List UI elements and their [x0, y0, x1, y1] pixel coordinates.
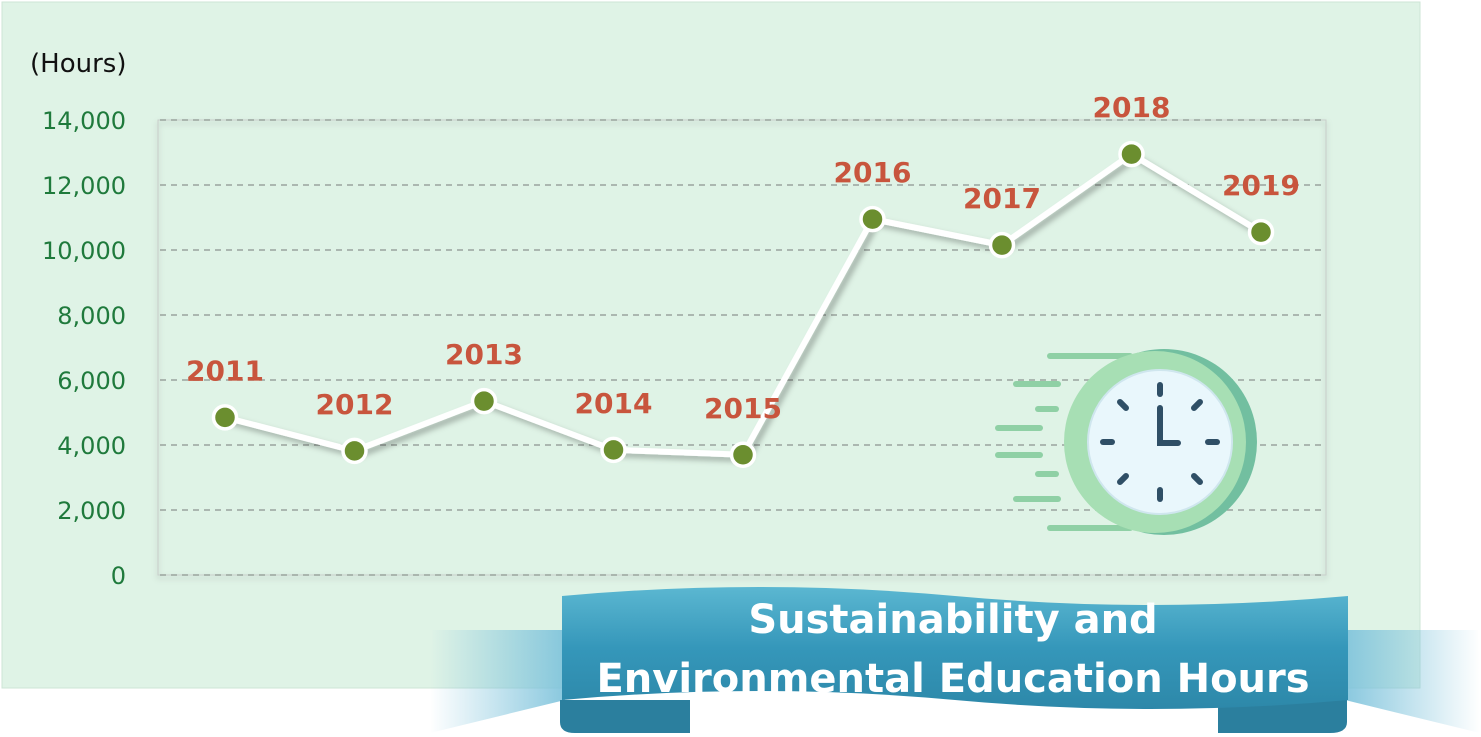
data-label: 2013	[445, 338, 523, 371]
data-point	[859, 205, 886, 233]
y-tick-label: 6,000	[57, 367, 126, 395]
data-label: 2019	[1222, 169, 1300, 202]
y-tick-label: 8,000	[57, 302, 126, 330]
chart-title-line-1: Sustainability and	[748, 597, 1157, 643]
data-label: 2016	[834, 156, 912, 189]
y-tick-label: 10,000	[42, 237, 126, 265]
data-label: 2014	[575, 387, 653, 420]
data-point	[1118, 140, 1145, 168]
title-banner: Sustainability and Environmental Educati…	[430, 587, 1480, 733]
data-point	[470, 387, 498, 415]
data-labels: 2011 2012 2013 2014 2015 2016 2017 2018 2019	[186, 91, 1300, 425]
y-tick-label: 4,000	[57, 432, 126, 460]
data-point	[1247, 218, 1275, 246]
y-tick-label: 14,000	[42, 107, 126, 135]
y-axis: 0 2,000 4,000 6,000 8,000 10,000 12,000 14,000	[42, 107, 126, 590]
y-tick-label: 12,000	[42, 172, 126, 200]
data-point	[341, 437, 368, 465]
y-tick-label: 2,000	[57, 497, 126, 525]
data-label: 2018	[1093, 91, 1171, 124]
data-point	[211, 404, 239, 431]
y-tick-label: 0	[111, 562, 126, 590]
data-points	[211, 140, 1275, 468]
data-point	[988, 231, 1016, 259]
chart-title-line-2: Environmental Education Hours	[596, 656, 1309, 702]
stopwatch-clock-icon	[995, 349, 1257, 535]
data-label: 2012	[316, 388, 394, 421]
plot-area	[157, 119, 1327, 576]
data-label: 2011	[186, 354, 264, 387]
data-label: 2015	[704, 392, 782, 425]
data-label: 2017	[963, 182, 1041, 215]
data-point	[600, 436, 627, 464]
chart-panel	[1, 1, 1421, 689]
y-axis-label: (Hours)	[30, 49, 126, 79]
data-point	[729, 441, 757, 468]
